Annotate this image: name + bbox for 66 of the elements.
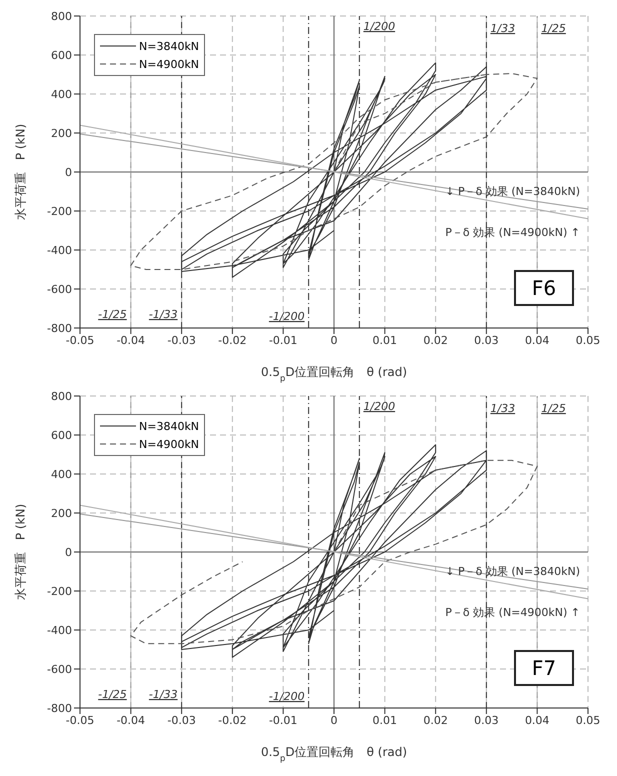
y-tick-label: 800 xyxy=(51,10,72,23)
x-tick-label: -0.03 xyxy=(167,714,196,727)
y-tick-label: 600 xyxy=(51,428,72,442)
y-tick-label: 400 xyxy=(51,468,72,481)
legend-label: N=3840kN xyxy=(139,420,200,432)
annotation: ↓ P－δ 効果 (N=3840kN) xyxy=(445,184,580,200)
ref-line-label: -1/200 xyxy=(268,310,305,323)
annotation: 1/25 xyxy=(541,402,566,415)
x-tick-label: -0.03 xyxy=(167,334,196,347)
annotation: P－δ 効果 (N=4900kN) ↑ xyxy=(445,225,580,240)
x-tick-label: 0.01 xyxy=(372,334,398,347)
y-tick-label: -400 xyxy=(47,624,72,637)
annotation: -1/33 xyxy=(148,308,178,321)
x-tick-label: -0.01 xyxy=(268,334,298,347)
annotation: -1/25 xyxy=(98,688,127,701)
x-tick-label: -0.04 xyxy=(116,334,146,347)
y-axis-title: 水平荷重 P (kN) xyxy=(13,504,28,600)
annotation: 1/33 xyxy=(490,402,516,415)
ref-line-label: 1/200 xyxy=(363,400,396,413)
x-tick-label: 0.04 xyxy=(524,334,550,347)
x-tick-label: 0.04 xyxy=(524,714,550,727)
annotation: P－δ 効果 (N=4900kN) ↑ xyxy=(445,605,580,620)
y-tick-label: -200 xyxy=(47,204,72,218)
annotation: -1/25 xyxy=(98,308,127,321)
y-tick-label: -600 xyxy=(47,662,72,676)
x-tick-label: -0.04 xyxy=(116,714,146,727)
y-tick-label: -400 xyxy=(47,244,72,257)
y-tick-label: 0 xyxy=(65,166,72,179)
legend-label: N=3840kN xyxy=(139,40,200,52)
annotation: 1/25 xyxy=(541,22,566,35)
text: F7 xyxy=(514,650,574,686)
x-tick-label: -0.05 xyxy=(66,714,94,727)
x-tick-label: 0.01 xyxy=(372,714,398,727)
y-tick-label: 800 xyxy=(51,390,72,403)
x-tick-label: 0 xyxy=(330,714,338,727)
y-axis-title: 水平荷重 P (kN) xyxy=(13,124,28,220)
ref-line-label: -1/200 xyxy=(268,690,305,703)
legend-label: N=4900kN xyxy=(139,58,200,70)
x-tick-label: 0.05 xyxy=(576,334,600,347)
ref-line-label: 1/200 xyxy=(363,20,396,33)
legend-label: N=4900kN xyxy=(139,438,200,450)
annotation: ↓ P－δ 効果 (N=3840kN) xyxy=(445,564,580,580)
y-tick-label: -800 xyxy=(47,702,72,715)
x-tick-label: 0.03 xyxy=(474,714,499,727)
x-axis-title: 0.5$_{p}$D位置回転角 θ (rad) xyxy=(260,365,408,383)
x-tick-label: 0.05 xyxy=(576,714,600,727)
y-tick-label: -800 xyxy=(47,322,72,335)
x-tick-label: -0.05 xyxy=(66,334,94,347)
y-tick-label: 400 xyxy=(51,88,72,101)
x-tick-label: 0 xyxy=(330,334,338,347)
x-tick-label: 0.02 xyxy=(423,334,448,347)
y-tick-label: 600 xyxy=(51,48,72,62)
x-axis-title: 0.5$_{p}$D位置回転角 θ (rad) xyxy=(260,745,408,763)
annotation: -1/33 xyxy=(148,688,178,701)
y-tick-label: 200 xyxy=(51,126,72,140)
y-tick-label: 0 xyxy=(65,546,72,559)
y-tick-label: -200 xyxy=(47,584,72,598)
y-tick-label: -600 xyxy=(47,282,72,296)
annotation: 1/33 xyxy=(490,22,516,35)
x-tick-label: 0.03 xyxy=(474,334,499,347)
x-tick-label: -0.01 xyxy=(268,714,298,727)
x-tick-label: -0.02 xyxy=(218,714,247,727)
x-tick-label: -0.02 xyxy=(218,334,247,347)
y-tick-label: 200 xyxy=(51,506,72,520)
x-tick-label: 0.02 xyxy=(423,714,448,727)
text: F6 xyxy=(514,270,574,306)
